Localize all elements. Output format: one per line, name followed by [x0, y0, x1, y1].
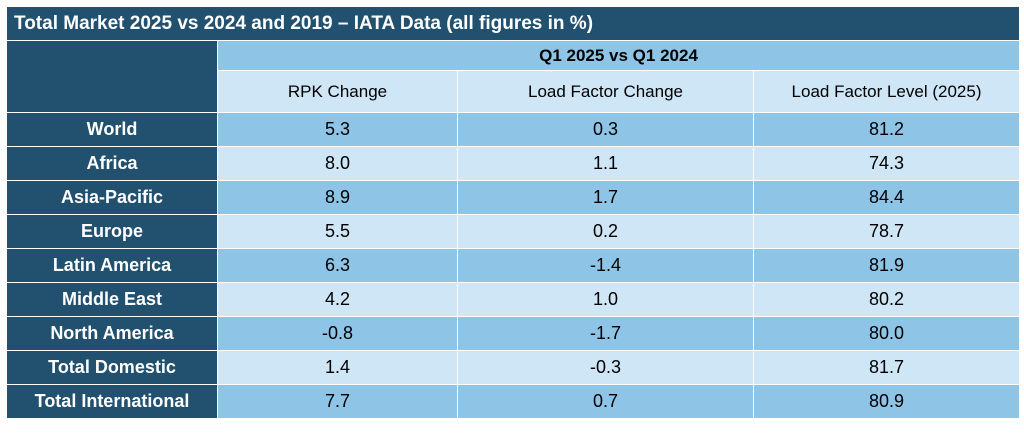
load-factor-change-cell: 1.0 [457, 282, 754, 317]
load-factor-level-cell: 80.9 [752, 384, 1021, 419]
row-label: Africa [6, 146, 218, 181]
table-row: Latin America 6.3 -1.4 81.9 [6, 248, 1021, 283]
column-header-row: RPK Change Load Factor Change Load Facto… [7, 70, 1021, 113]
column-header-rpk-change: RPK Change [217, 70, 458, 113]
row-label: World [6, 112, 218, 147]
load-factor-change-cell: -0.3 [457, 350, 754, 385]
iata-data-table: Total Market 2025 vs 2024 and 2019 – IAT… [5, 6, 1021, 419]
load-factor-level-cell: 80.2 [752, 282, 1021, 317]
row-label: Asia-Pacific [6, 180, 218, 215]
rpk-change-cell: 6.3 [217, 248, 458, 283]
table-row: Africa 8.0 1.1 74.3 [6, 146, 1021, 181]
row-label: Europe [6, 214, 218, 249]
table-row: Middle East 4.2 1.0 80.2 [6, 282, 1021, 317]
rpk-change-cell: 5.3 [217, 112, 458, 147]
period-header-row: Q1 2025 vs Q1 2024 [6, 40, 1021, 113]
load-factor-change-cell: 0.7 [457, 384, 754, 419]
load-factor-level-cell: 81.7 [752, 350, 1021, 385]
row-label: Middle East [6, 282, 218, 317]
load-factor-level-cell: 84.4 [752, 180, 1021, 215]
table-row: Europe 5.5 0.2 78.7 [6, 214, 1021, 249]
rpk-change-cell: 4.2 [217, 282, 458, 317]
table-row: World 5.3 0.3 81.2 [6, 112, 1021, 147]
header-corner-cell [6, 40, 218, 113]
load-factor-change-cell: -1.7 [457, 316, 754, 351]
rpk-change-cell: -0.8 [217, 316, 458, 351]
load-factor-level-cell: 81.9 [752, 248, 1021, 283]
table-row: North America -0.8 -1.7 80.0 [6, 316, 1021, 351]
column-header-load-factor-change: Load Factor Change [457, 70, 754, 113]
rpk-change-cell: 1.4 [217, 350, 458, 385]
column-header-load-factor-level: Load Factor Level (2025) [752, 70, 1021, 113]
table-title: Total Market 2025 vs 2024 and 2019 – IAT… [5, 6, 1021, 41]
load-factor-level-cell: 74.3 [752, 146, 1021, 181]
table-row: Total Domestic 1.4 -0.3 81.7 [6, 350, 1021, 385]
data-table-container: Total Market 2025 vs 2024 and 2019 – IAT… [5, 6, 1021, 419]
load-factor-level-cell: 81.2 [752, 112, 1021, 147]
load-factor-change-cell: 0.3 [457, 112, 754, 147]
rpk-change-cell: 7.7 [217, 384, 458, 419]
rpk-change-cell: 5.5 [217, 214, 458, 249]
table-row: Total International 7.7 0.7 80.9 [6, 384, 1021, 419]
row-label: North America [6, 316, 218, 351]
rpk-change-cell: 8.0 [217, 146, 458, 181]
load-factor-change-cell: -1.4 [457, 248, 754, 283]
table-row: Asia-Pacific 8.9 1.7 84.4 [6, 180, 1021, 215]
row-label: Total Domestic [6, 350, 218, 385]
rpk-change-cell: 8.9 [217, 180, 458, 215]
load-factor-change-cell: 1.1 [457, 146, 754, 181]
load-factor-change-cell: 0.2 [457, 214, 754, 249]
period-header: Q1 2025 vs Q1 2024 [216, 40, 1021, 71]
load-factor-level-cell: 78.7 [752, 214, 1021, 249]
table-title-row: Total Market 2025 vs 2024 and 2019 – IAT… [5, 6, 1021, 41]
row-label: Latin America [6, 248, 218, 283]
load-factor-change-cell: 1.7 [457, 180, 754, 215]
row-label: Total International [6, 384, 218, 419]
load-factor-level-cell: 80.0 [752, 316, 1021, 351]
